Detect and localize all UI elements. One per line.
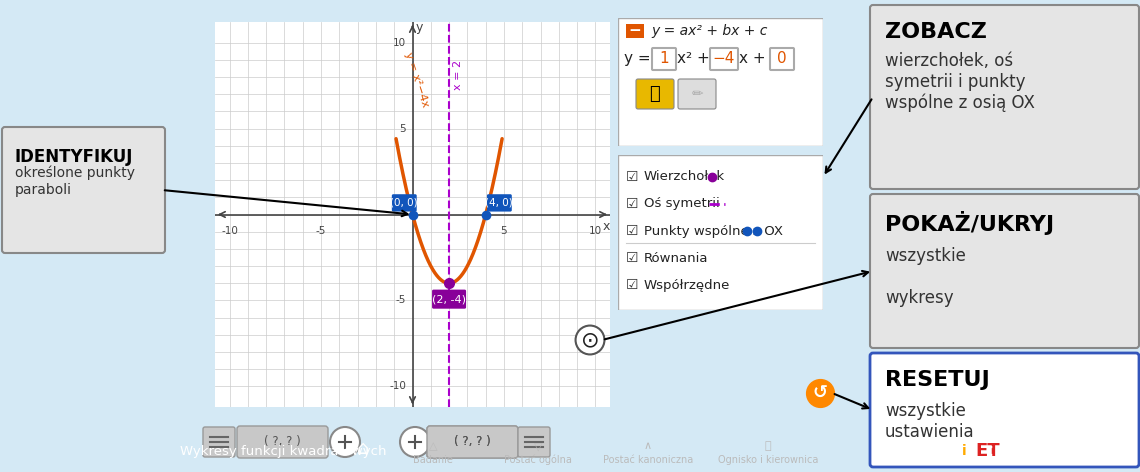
Text: x: x [603, 220, 610, 233]
Text: Postać ogólna: Postać ogólna [504, 455, 572, 465]
Text: wierzchołek, oś
symetrii i punkty
wspólne z osią OX: wierzchołek, oś symetrii i punkty wspóln… [885, 52, 1035, 112]
Text: y =: y = [624, 51, 651, 67]
Text: -5: -5 [396, 295, 406, 305]
Text: Ph: Ph [927, 442, 953, 460]
Text: ∧: ∧ [644, 441, 652, 451]
Text: ☑: ☑ [626, 224, 638, 238]
Text: POKAŻ/UKRYJ: POKAŻ/UKRYJ [885, 211, 1054, 235]
Circle shape [329, 427, 360, 457]
Text: y: y [415, 21, 423, 34]
Text: ⌂: ⌂ [357, 438, 369, 457]
Text: ☑: ☑ [626, 170, 638, 184]
FancyBboxPatch shape [870, 353, 1139, 467]
Text: y = x²−4x: y = x²−4x [404, 51, 431, 109]
FancyBboxPatch shape [2, 127, 165, 253]
Text: -5: -5 [316, 226, 326, 236]
Text: y = ax² + bx + c: y = ax² + bx + c [651, 24, 767, 38]
Text: ☑: ☑ [626, 197, 638, 211]
FancyBboxPatch shape [203, 427, 235, 457]
Text: Ognisko i kierownica: Ognisko i kierownica [718, 455, 819, 465]
FancyBboxPatch shape [518, 427, 549, 457]
Text: 0: 0 [777, 51, 787, 67]
Text: x = 2: x = 2 [453, 60, 463, 90]
Text: 1: 1 [659, 51, 669, 67]
Text: wszystkie
ustawienia: wszystkie ustawienia [885, 402, 975, 441]
Text: ☑: ☑ [626, 278, 638, 292]
FancyBboxPatch shape [710, 48, 738, 70]
Text: 10: 10 [393, 38, 406, 48]
Text: RESETUJ: RESETUJ [885, 370, 990, 390]
Text: Punkty wspólne z OX: Punkty wspólne z OX [644, 225, 783, 237]
FancyBboxPatch shape [770, 48, 793, 70]
Text: ( ?, ? ): ( ?, ? ) [454, 436, 490, 448]
FancyBboxPatch shape [636, 79, 674, 109]
Text: x +: x + [739, 51, 766, 67]
Text: wszystkie

wykresy: wszystkie wykresy [885, 247, 966, 307]
FancyBboxPatch shape [392, 194, 417, 211]
Text: (2, -4): (2, -4) [432, 294, 466, 304]
Text: 5: 5 [399, 124, 406, 134]
Text: (0, 0): (0, 0) [391, 198, 418, 208]
Text: ▽: ▽ [534, 441, 543, 451]
Text: (4, 0): (4, 0) [486, 198, 513, 208]
Text: Badanie: Badanie [413, 455, 453, 465]
Text: -10: -10 [389, 381, 406, 391]
Text: i: i [962, 444, 967, 458]
Text: ⊙: ⊙ [580, 330, 600, 350]
Text: -10: -10 [221, 226, 238, 236]
FancyBboxPatch shape [237, 426, 328, 458]
Text: 5: 5 [500, 226, 507, 236]
FancyBboxPatch shape [428, 426, 518, 458]
Text: ☑: ☑ [626, 251, 638, 265]
Text: IDENTYFIKUJ: IDENTYFIKUJ [15, 148, 133, 166]
Text: 📷: 📷 [650, 85, 660, 103]
Text: ( ?, ? ): ( ?, ? ) [454, 436, 490, 448]
Text: ⌒: ⌒ [765, 441, 772, 451]
FancyBboxPatch shape [652, 48, 676, 70]
FancyBboxPatch shape [870, 5, 1139, 189]
Text: −: − [628, 24, 642, 39]
Text: x² +: x² + [677, 51, 710, 67]
Text: 10: 10 [588, 226, 602, 236]
FancyBboxPatch shape [428, 426, 518, 458]
Text: △: △ [429, 441, 438, 451]
Text: ET: ET [975, 442, 1000, 460]
Text: Wierzchołek: Wierzchołek [644, 170, 725, 184]
Text: :: : [988, 441, 994, 461]
Bar [626, 24, 644, 38]
Text: Współrzędne: Współrzędne [644, 278, 731, 292]
FancyBboxPatch shape [870, 194, 1139, 348]
Text: Równania: Równania [644, 252, 708, 264]
FancyBboxPatch shape [432, 290, 466, 309]
Text: Postać kanoniczna: Postać kanoniczna [603, 455, 693, 465]
Text: ↺: ↺ [813, 384, 828, 402]
Text: określone punkty
paraboli: określone punkty paraboli [15, 166, 135, 197]
FancyBboxPatch shape [678, 79, 716, 109]
Text: −4: −4 [712, 51, 735, 67]
Text: ✏: ✏ [691, 87, 703, 101]
FancyBboxPatch shape [487, 194, 512, 211]
Text: ZOBACZ: ZOBACZ [885, 22, 987, 42]
Circle shape [400, 427, 430, 457]
Text: Wykresy funkcji kwadratowych: Wykresy funkcji kwadratowych [180, 445, 386, 457]
Text: Oś symetrii: Oś symetrii [644, 197, 719, 211]
Text: ( ?, ? ): ( ?, ? ) [263, 436, 300, 448]
